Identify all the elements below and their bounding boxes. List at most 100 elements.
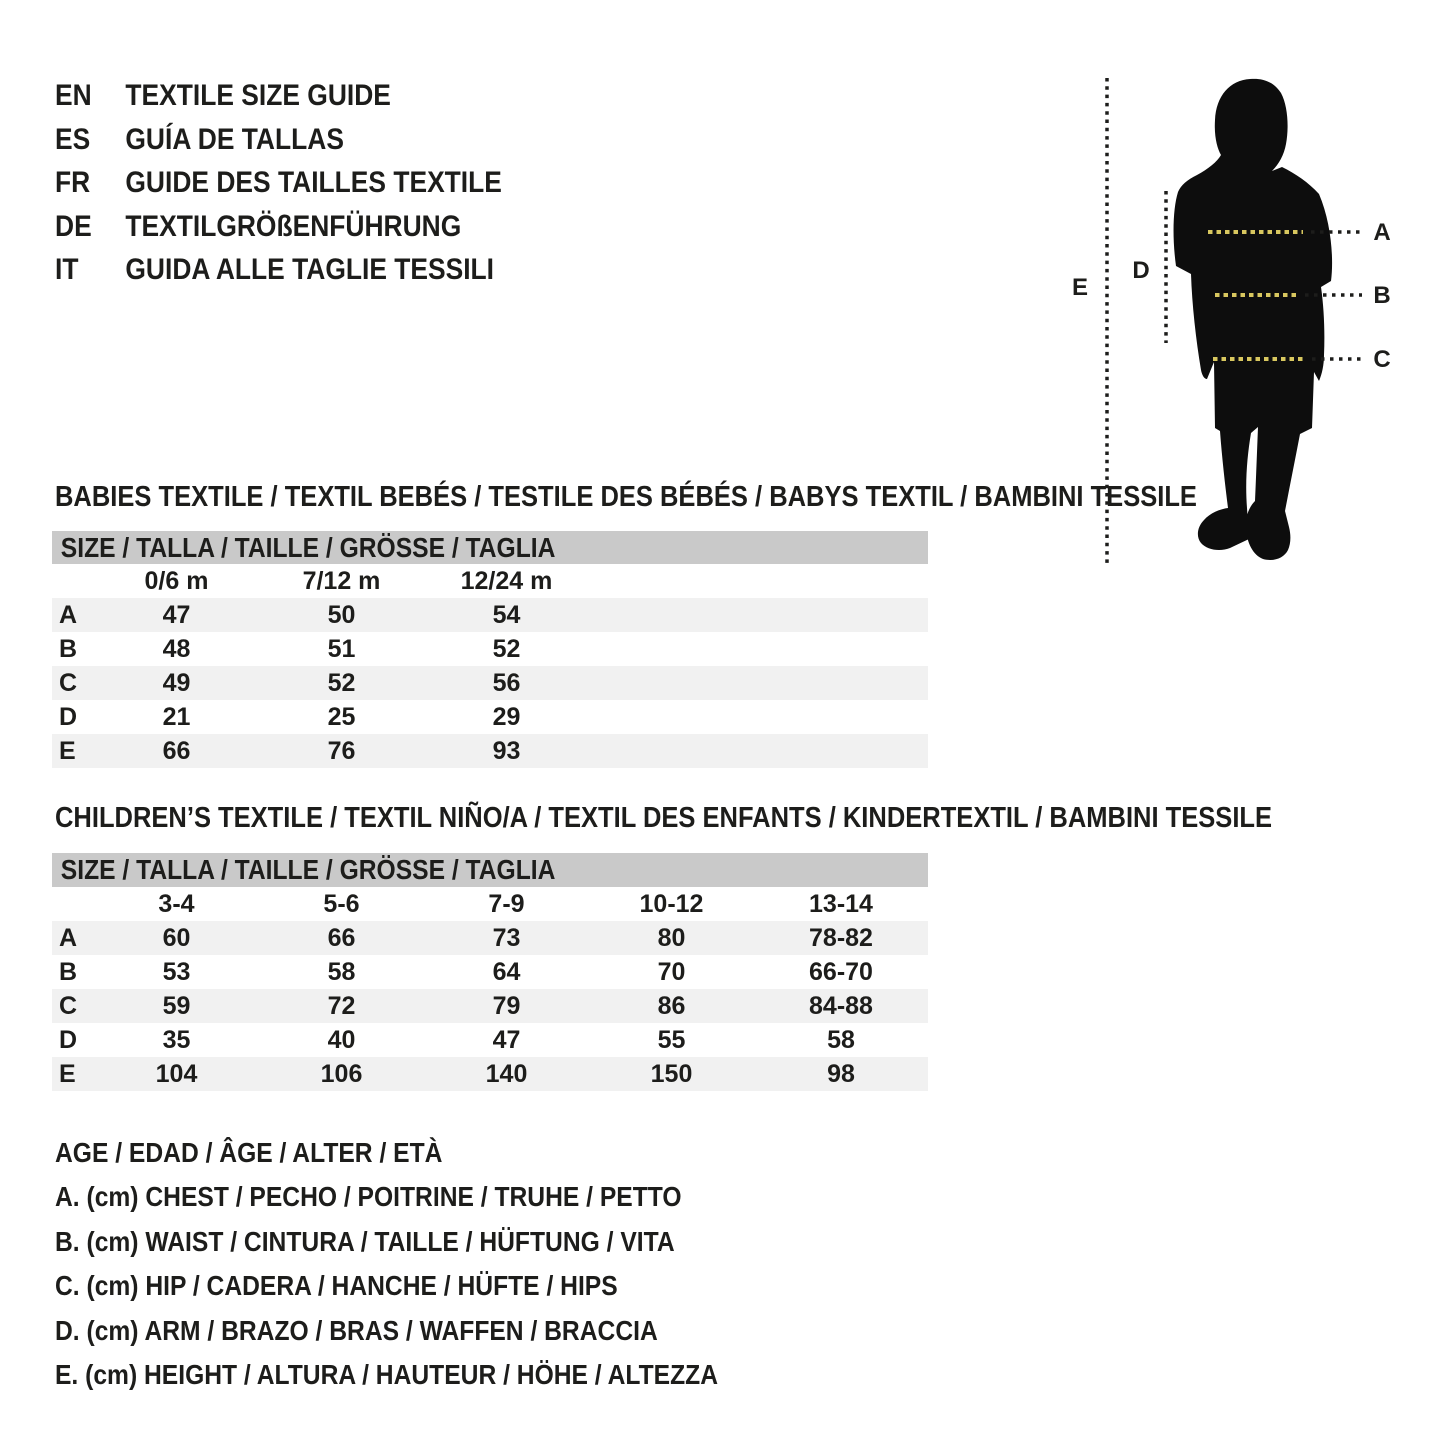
lang-code-es: ES <box>55 122 91 156</box>
table-row: E 66 76 93 <box>52 734 928 768</box>
babies-size-table: 0/6 m 7/12 m 12/24 m A 47 50 54 B 48 51 … <box>52 564 928 768</box>
legend-item-waist: B. (cm) WAIST / CINTURA / TAILLE / HÜFTU… <box>55 1225 675 1257</box>
children-size-header-bar: SIZE / TALLA / TAILLE / GRÖSSE / TAGLIA <box>52 853 928 887</box>
row-label: B <box>59 634 78 663</box>
table-cell: 73 <box>492 923 521 952</box>
children-col-header: 7-9 <box>488 889 525 918</box>
table-cell: 150 <box>650 1059 693 1088</box>
measure-label-d: D <box>1132 257 1149 284</box>
children-columns-row: 3-4 5-6 7-9 10-12 13-14 <box>52 887 928 921</box>
table-cell: 40 <box>327 1025 356 1054</box>
lang-row-de: DE TEXTILGRÖßENFÜHRUNG <box>55 205 563 249</box>
table-row: B 48 51 52 <box>52 632 928 666</box>
child-silhouette <box>1173 78 1333 560</box>
table-cell: 35 <box>162 1025 191 1054</box>
table-cell: 140 <box>485 1059 528 1088</box>
table-row: E 104 106 140 150 98 <box>52 1057 928 1091</box>
lang-code-it: IT <box>55 253 79 287</box>
table-cell: 93 <box>492 736 521 765</box>
size-measurement-diagram: A B C D E <box>1072 78 1391 563</box>
lang-title-it: GUIDA ALLE TAGLIE TESSILI <box>125 253 495 287</box>
table-cell: 79 <box>492 991 521 1020</box>
table-cell: 56 <box>492 668 521 697</box>
measure-label-b: B <box>1373 282 1390 309</box>
legend-item-hip: C. (cm) HIP / CADERA / HANCHE / HÜFTE / … <box>55 1270 618 1302</box>
lang-title-es: GUÍA DE TALLAS <box>125 122 344 156</box>
table-cell: 98 <box>827 1059 855 1088</box>
table-cell: 66 <box>162 736 191 765</box>
lang-title-fr: GUIDE DES TAILLES TEXTILE <box>125 166 502 200</box>
table-cell: 78-82 <box>809 923 873 952</box>
row-label: B <box>59 957 78 986</box>
children-col-header: 5-6 <box>323 889 360 918</box>
babies-size-header-bar: SIZE / TALLA / TAILLE / GRÖSSE / TAGLIA <box>52 531 928 564</box>
row-label: D <box>59 1025 78 1054</box>
children-section-title: CHILDREN’S TEXTILE / TEXTIL NIÑO/A / TEX… <box>55 802 1273 834</box>
babies-col-header: 0/6 m <box>144 566 209 595</box>
table-cell: 58 <box>827 1025 855 1054</box>
table-row: C 59 72 79 86 84-88 <box>52 989 928 1023</box>
table-cell: 50 <box>327 600 356 629</box>
legend-item-height: E. (cm) HEIGHT / ALTURA / HAUTEUR / HÖHE… <box>55 1359 718 1391</box>
row-label: C <box>59 991 78 1020</box>
row-label: C <box>59 668 78 697</box>
measure-label-a: A <box>1373 219 1390 246</box>
table-cell: 72 <box>327 991 356 1020</box>
table-cell: 54 <box>492 600 521 629</box>
table-cell: 47 <box>492 1025 521 1054</box>
lang-title-de: TEXTILGRÖßENFÜHRUNG <box>125 209 462 243</box>
lang-row-es: ES GUÍA DE TALLAS <box>55 118 563 162</box>
legend-item-chest: A. (cm) CHEST / PECHO / POITRINE / TRUHE… <box>55 1181 682 1213</box>
table-row: D 35 40 47 55 58 <box>52 1023 928 1057</box>
table-cell: 104 <box>155 1059 198 1088</box>
children-col-header: 3-4 <box>158 889 195 918</box>
table-row: A 60 66 73 80 78-82 <box>52 921 928 955</box>
table-cell: 59 <box>162 991 191 1020</box>
table-cell: 51 <box>327 634 356 663</box>
row-label: E <box>59 1059 76 1088</box>
table-cell: 29 <box>492 702 521 731</box>
children-col-header: 10-12 <box>639 889 704 918</box>
table-row: C 49 52 56 <box>52 666 928 700</box>
lang-title-en: TEXTILE SIZE GUIDE <box>125 79 391 112</box>
table-cell: 106 <box>320 1059 363 1088</box>
babies-col-header: 7/12 m <box>302 566 381 595</box>
measure-label-c: C <box>1373 346 1390 373</box>
table-cell: 25 <box>327 702 356 731</box>
lang-code-fr: FR <box>55 166 91 200</box>
table-cell: 47 <box>162 600 191 629</box>
measurement-legend: AGE / EDAD / ÂGE / ALTER / ETÀ A. (cm) C… <box>55 1131 808 1397</box>
table-cell: 55 <box>657 1025 686 1054</box>
table-cell: 58 <box>327 957 356 986</box>
babies-columns-row: 0/6 m 7/12 m 12/24 m <box>52 564 928 598</box>
table-cell: 60 <box>162 923 191 952</box>
table-cell: 52 <box>327 668 356 697</box>
row-label: A <box>59 600 78 629</box>
table-row: A 47 50 54 <box>52 598 928 632</box>
table-cell: 53 <box>162 957 191 986</box>
table-cell: 21 <box>162 702 191 731</box>
row-label: A <box>59 923 78 952</box>
row-label: D <box>59 702 78 731</box>
table-cell: 84-88 <box>809 991 873 1020</box>
table-cell: 52 <box>492 634 521 663</box>
babies-col-header: 12/24 m <box>460 566 553 595</box>
table-cell: 66 <box>327 923 356 952</box>
babies-section-title: BABIES TEXTILE / TEXTIL BEBÉS / TESTILE … <box>55 481 1197 513</box>
table-cell: 86 <box>657 991 686 1020</box>
table-cell: 48 <box>162 634 191 663</box>
table-cell: 80 <box>657 923 686 952</box>
table-cell: 70 <box>657 957 686 986</box>
table-row: D 21 25 29 <box>52 700 928 734</box>
table-cell: 49 <box>162 668 191 697</box>
children-col-header: 13-14 <box>809 889 873 918</box>
legend-item-arm: D. (cm) ARM / BRAZO / BRAS / WAFFEN / BR… <box>55 1314 658 1346</box>
language-title-block: EN TEXTILE SIZE GUIDE ES GUÍA DE TALLAS FR… <box>55 74 563 292</box>
table-cell: 66-70 <box>809 957 873 986</box>
lang-row-en: EN TEXTILE SIZE GUIDE <box>55 74 563 118</box>
lang-row-fr: FR GUIDE DES TAILLES TEXTILE <box>55 161 563 205</box>
row-label: E <box>59 736 76 765</box>
table-cell: 64 <box>492 957 521 986</box>
table-row: B 53 58 64 70 66-70 <box>52 955 928 989</box>
